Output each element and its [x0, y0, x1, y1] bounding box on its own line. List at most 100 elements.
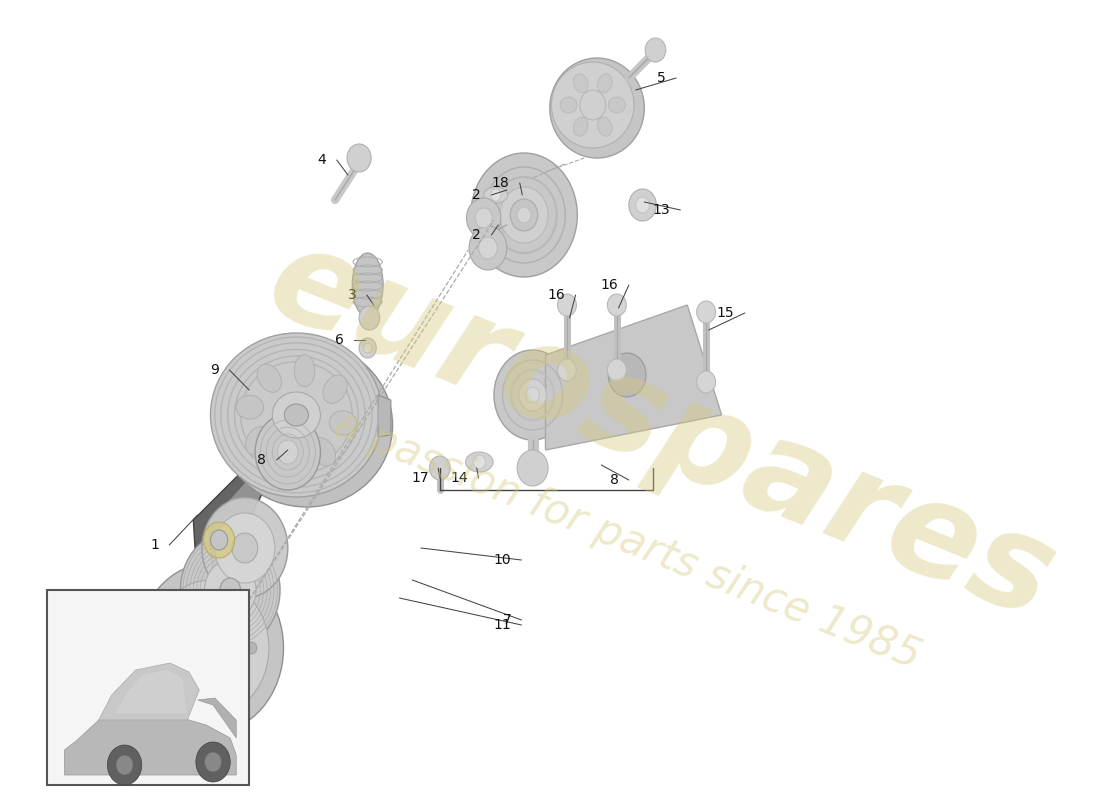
- Text: 13: 13: [652, 203, 670, 217]
- Circle shape: [607, 359, 626, 381]
- Circle shape: [206, 594, 216, 606]
- Polygon shape: [378, 395, 390, 437]
- Circle shape: [494, 350, 571, 440]
- Ellipse shape: [573, 74, 588, 93]
- Polygon shape: [198, 698, 236, 738]
- Circle shape: [210, 530, 228, 550]
- Text: 16: 16: [548, 288, 565, 302]
- Circle shape: [220, 578, 241, 602]
- Circle shape: [176, 608, 187, 620]
- Circle shape: [246, 642, 257, 654]
- Circle shape: [491, 189, 501, 201]
- Ellipse shape: [597, 117, 612, 136]
- Circle shape: [138, 563, 284, 733]
- Circle shape: [205, 560, 256, 620]
- Circle shape: [156, 652, 205, 708]
- Polygon shape: [194, 400, 318, 590]
- Circle shape: [510, 199, 538, 231]
- Circle shape: [164, 642, 175, 654]
- Circle shape: [519, 379, 547, 411]
- Ellipse shape: [550, 58, 645, 158]
- Circle shape: [469, 226, 507, 270]
- Circle shape: [471, 153, 578, 277]
- Ellipse shape: [221, 343, 393, 507]
- Circle shape: [108, 745, 142, 785]
- Bar: [47, 590, 249, 785]
- Ellipse shape: [295, 354, 315, 386]
- Text: 8: 8: [609, 473, 618, 487]
- Text: 17: 17: [411, 471, 429, 485]
- Circle shape: [636, 197, 649, 213]
- Polygon shape: [546, 305, 722, 450]
- Circle shape: [191, 626, 230, 670]
- Circle shape: [196, 742, 230, 782]
- Ellipse shape: [278, 443, 298, 475]
- Circle shape: [466, 198, 500, 238]
- Ellipse shape: [323, 375, 348, 403]
- Circle shape: [348, 144, 371, 172]
- Circle shape: [202, 638, 219, 658]
- Text: 2: 2: [472, 228, 481, 242]
- Circle shape: [180, 532, 280, 648]
- Text: 3: 3: [348, 288, 356, 302]
- Ellipse shape: [236, 395, 264, 419]
- Circle shape: [629, 189, 657, 221]
- Ellipse shape: [245, 426, 270, 455]
- Polygon shape: [99, 663, 199, 720]
- Text: 14: 14: [451, 471, 469, 485]
- Circle shape: [580, 90, 606, 120]
- Text: 9: 9: [210, 363, 219, 377]
- Circle shape: [696, 371, 716, 393]
- Ellipse shape: [257, 364, 282, 392]
- Ellipse shape: [560, 97, 578, 113]
- Circle shape: [517, 207, 531, 223]
- Ellipse shape: [273, 392, 320, 438]
- Circle shape: [359, 338, 376, 358]
- Circle shape: [206, 690, 216, 702]
- Circle shape: [255, 414, 320, 490]
- Ellipse shape: [608, 97, 626, 113]
- Ellipse shape: [204, 522, 234, 558]
- Text: 2: 2: [472, 188, 481, 202]
- Ellipse shape: [484, 187, 508, 203]
- Polygon shape: [208, 415, 305, 578]
- Circle shape: [176, 676, 187, 688]
- Circle shape: [234, 608, 245, 620]
- Polygon shape: [65, 710, 236, 775]
- Ellipse shape: [465, 452, 493, 472]
- Ellipse shape: [210, 333, 383, 497]
- Circle shape: [478, 237, 497, 259]
- Ellipse shape: [573, 117, 588, 136]
- Circle shape: [608, 353, 646, 397]
- Ellipse shape: [597, 74, 612, 93]
- Text: 6: 6: [334, 333, 343, 347]
- Circle shape: [558, 359, 576, 381]
- Circle shape: [558, 294, 576, 316]
- Circle shape: [234, 676, 245, 688]
- Circle shape: [214, 513, 275, 583]
- Text: 11: 11: [494, 618, 512, 632]
- Circle shape: [475, 208, 492, 228]
- Circle shape: [232, 533, 257, 563]
- Ellipse shape: [311, 438, 336, 466]
- Circle shape: [167, 664, 195, 696]
- Text: 10: 10: [494, 553, 512, 567]
- Circle shape: [500, 187, 548, 243]
- Text: 8: 8: [257, 453, 266, 467]
- Ellipse shape: [352, 253, 383, 317]
- Text: 18: 18: [492, 176, 509, 190]
- Text: 1: 1: [150, 538, 158, 552]
- Text: 7: 7: [503, 613, 512, 627]
- Ellipse shape: [285, 404, 308, 426]
- Circle shape: [517, 450, 548, 486]
- Text: 5: 5: [657, 71, 665, 85]
- Circle shape: [202, 498, 288, 598]
- Circle shape: [363, 343, 372, 353]
- Ellipse shape: [551, 62, 634, 148]
- Circle shape: [646, 38, 666, 62]
- Circle shape: [152, 580, 268, 716]
- Text: 4: 4: [318, 153, 327, 167]
- Text: a passion for parts since 1985: a passion for parts since 1985: [328, 402, 926, 678]
- Circle shape: [277, 440, 298, 464]
- Ellipse shape: [329, 411, 356, 435]
